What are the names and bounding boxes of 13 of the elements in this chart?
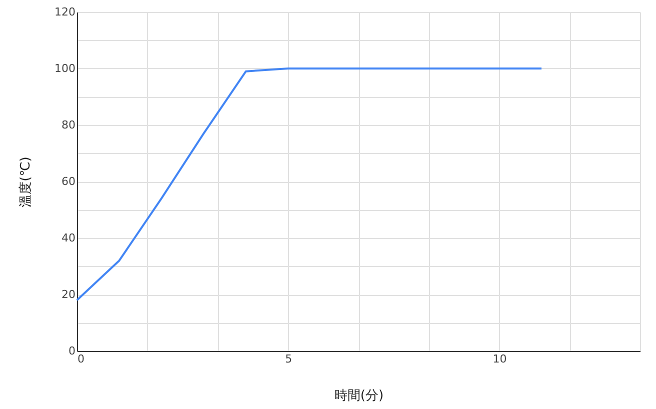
y-axis-title: 溫度(℃) <box>18 156 34 208</box>
x-tick-label: 10 <box>492 352 507 366</box>
y-tick-label: 100 <box>54 62 76 75</box>
y-tick-label: 20 <box>62 288 76 301</box>
x-tick-label: 0 <box>78 352 84 366</box>
y-tick-label: 60 <box>62 175 76 188</box>
x-tick-label: 5 <box>285 352 292 366</box>
y-tick-label: 80 <box>62 118 76 132</box>
x-axis-title: 時間(分) <box>334 388 384 404</box>
line-series <box>76 68 542 302</box>
y-tick-label: 0 <box>68 344 76 358</box>
y-tick-label: 120 <box>54 6 76 18</box>
y-tick-label: 40 <box>62 232 76 244</box>
